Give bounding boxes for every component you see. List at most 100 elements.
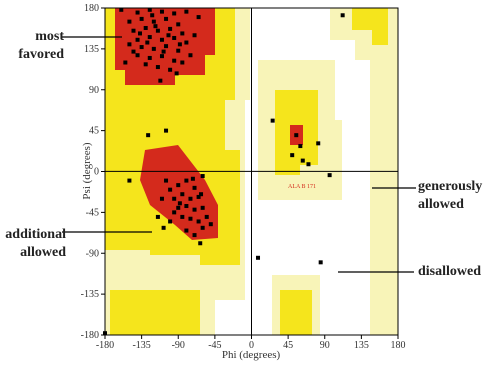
point [300, 158, 305, 163]
point [177, 201, 182, 206]
point [174, 71, 179, 76]
allowed-region [110, 290, 200, 335]
point [143, 25, 148, 30]
point [158, 78, 163, 83]
point [127, 42, 132, 47]
point [103, 331, 107, 336]
x-tick-label: 45 [283, 340, 293, 351]
point [190, 176, 195, 181]
favored-region [140, 145, 218, 240]
point [161, 225, 166, 230]
point [168, 219, 173, 224]
point [155, 214, 160, 219]
point [168, 67, 173, 72]
point [306, 162, 311, 167]
point [184, 228, 189, 233]
allowed-region [352, 8, 388, 45]
point [200, 225, 205, 230]
point [180, 60, 185, 65]
point [172, 11, 177, 16]
point [123, 60, 128, 65]
point [184, 40, 189, 45]
point [177, 42, 182, 47]
point [145, 40, 150, 45]
point [168, 187, 173, 192]
point [180, 31, 185, 36]
point [176, 48, 181, 53]
x-tick-label: -180 [96, 340, 114, 351]
x-tick-label: 180 [391, 340, 406, 351]
annotation: additional allowed [5, 227, 66, 260]
y-tick-label: -90 [86, 248, 99, 259]
annotation: most favored [18, 29, 64, 62]
point [327, 173, 332, 178]
point [340, 13, 345, 18]
point [184, 204, 189, 209]
point [150, 13, 155, 18]
y-tick-label: 135 [84, 44, 99, 55]
y-tick-label: 0 [94, 167, 99, 178]
point [318, 260, 323, 265]
point [164, 178, 169, 183]
point [199, 192, 204, 197]
point [172, 210, 177, 215]
x-tick-label: 135 [354, 340, 369, 351]
annotation: disallowed [418, 264, 482, 279]
point [176, 22, 181, 27]
point [153, 24, 158, 29]
point [127, 178, 132, 183]
point [192, 33, 197, 38]
x-axis-label: Phi (degrees) [222, 349, 281, 361]
point [188, 216, 193, 221]
y-tick-label: -45 [86, 207, 99, 218]
point [135, 10, 140, 15]
point [166, 33, 171, 38]
y-tick-label: 90 [89, 85, 99, 96]
point [172, 196, 177, 201]
point [294, 133, 299, 138]
point [164, 128, 169, 133]
point [139, 16, 144, 21]
point [137, 31, 142, 36]
y-axis-label: Psi (degrees) [81, 142, 93, 199]
point [256, 255, 261, 260]
point [196, 219, 201, 224]
point [184, 178, 189, 183]
point [146, 133, 151, 138]
point [135, 53, 140, 58]
point [316, 141, 321, 146]
point [131, 49, 136, 54]
generous-region [330, 8, 398, 335]
point [155, 28, 160, 33]
point [200, 205, 205, 210]
point [184, 9, 189, 14]
residue-label: ALA B 171 [288, 184, 316, 190]
point [196, 194, 201, 199]
point [192, 185, 197, 190]
allowed-region [280, 290, 312, 335]
point [159, 37, 164, 42]
point [196, 15, 201, 20]
point [192, 207, 197, 212]
x-tick-label: -45 [208, 340, 221, 351]
point [147, 35, 152, 40]
y-tick-label: 45 [89, 126, 99, 137]
point [155, 65, 160, 70]
point [172, 35, 177, 40]
x-tick-label: -135 [132, 340, 150, 351]
point [164, 44, 169, 49]
point [208, 222, 213, 227]
point [200, 174, 205, 179]
point [176, 205, 181, 210]
point [119, 7, 124, 12]
point [147, 55, 152, 60]
point [188, 196, 193, 201]
point [176, 183, 181, 188]
point [159, 54, 164, 59]
point [204, 214, 209, 219]
annotation: generously allowed [418, 179, 483, 212]
point [139, 45, 144, 50]
point [135, 37, 140, 42]
